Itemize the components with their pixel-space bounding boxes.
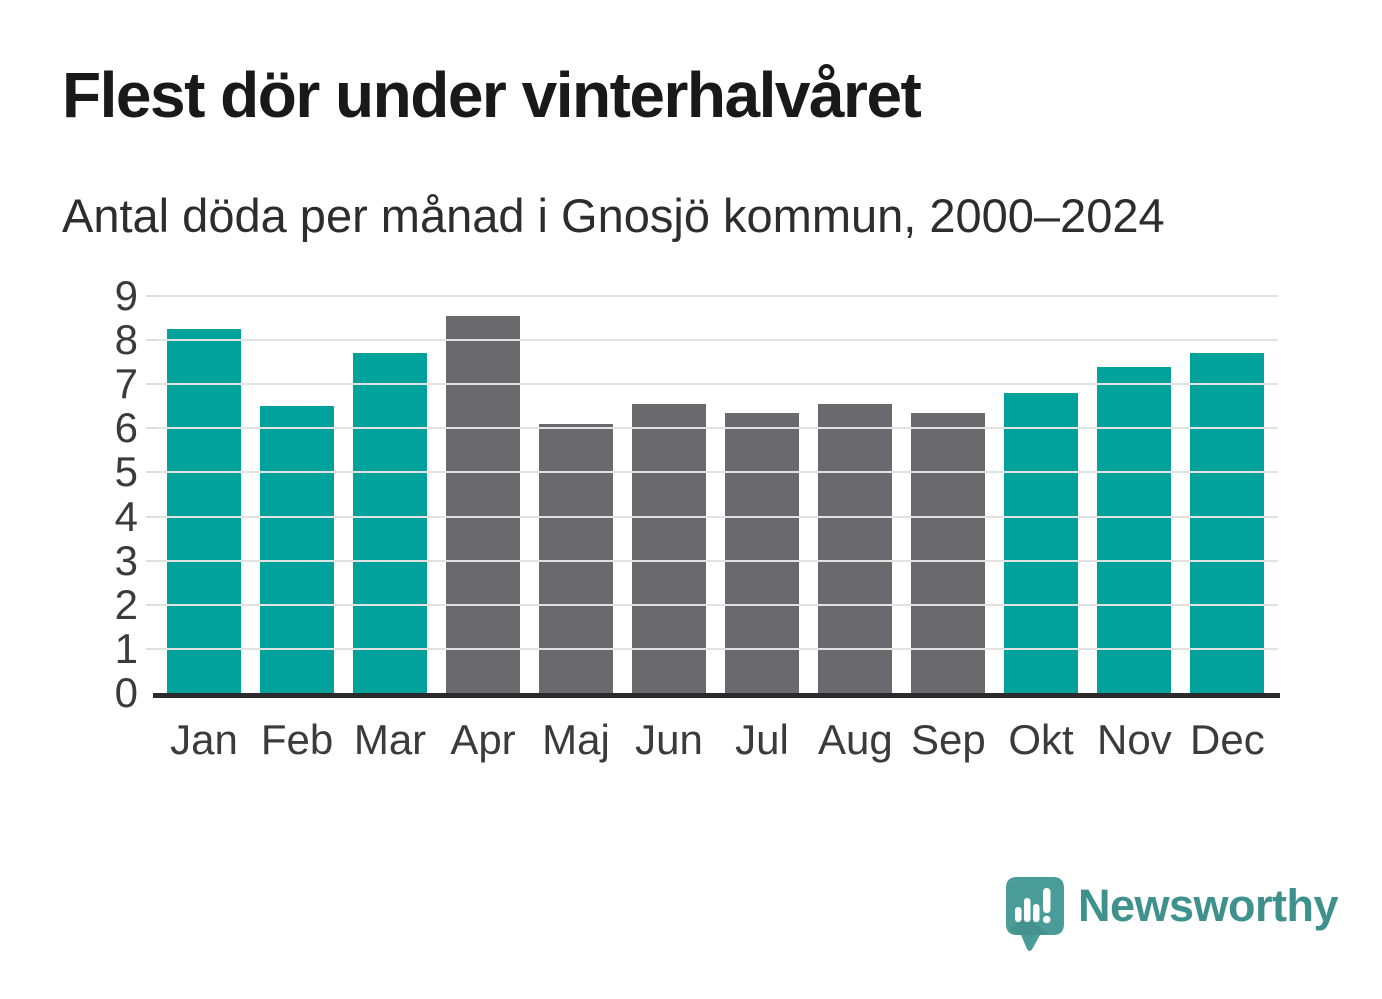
gridline	[155, 471, 1278, 474]
x-axis: Jan Feb Mar Apr Maj Jun Jul Aug Sep Okt Nov Dec	[155, 716, 1278, 764]
x-tick-label: Jul	[735, 716, 789, 763]
y-tick-label: 6	[114, 404, 138, 452]
brand-logo: Newsworthy	[1006, 877, 1339, 955]
y-axis-tick	[146, 339, 155, 342]
bar-dec	[1190, 353, 1264, 693]
bar-slot	[725, 296, 799, 693]
x-tick-label: Maj	[542, 716, 610, 763]
y-axis-tick	[146, 427, 155, 430]
x-tick-label: Nov	[1097, 716, 1172, 763]
bar-slot	[353, 296, 427, 693]
x-tick-label: Jan	[170, 716, 238, 763]
gridline	[155, 383, 1278, 386]
y-axis-tick	[146, 471, 155, 474]
y-tick-label: 7	[114, 360, 138, 408]
y-axis-tick	[146, 515, 155, 518]
chart-title: Flest dör under vinterhalvåret	[62, 59, 922, 131]
y-tick-label: 2	[114, 580, 138, 628]
x-tick-label: Okt	[1008, 716, 1074, 763]
y-tick-label: 5	[114, 448, 138, 496]
bar-slot	[539, 296, 613, 693]
bar-jun	[632, 404, 706, 693]
x-tick-label: Dec	[1190, 716, 1265, 763]
bar-jul	[725, 412, 799, 693]
gridline	[155, 295, 1278, 297]
bars-row	[155, 296, 1278, 693]
bar-maj	[539, 423, 613, 693]
bar-feb	[260, 406, 334, 693]
x-tick-label: Jun	[635, 716, 703, 763]
y-axis-tick	[146, 559, 155, 562]
bar-slot	[260, 296, 334, 693]
x-tick-label: Mar	[353, 716, 427, 763]
bar-apr	[446, 315, 520, 693]
bar-mar	[353, 353, 427, 693]
x-tick-label: Feb	[260, 716, 334, 763]
y-tick-label: 4	[114, 492, 138, 540]
x-tick-label: Apr	[450, 716, 516, 763]
x-tick-label: Aug	[818, 716, 893, 763]
x-tick-label: Sep	[911, 716, 986, 763]
y-axis-tick	[146, 647, 155, 650]
y-tick-label: 8	[114, 316, 138, 364]
chart-subtitle: Antal döda per månad i Gnosjö kommun, 20…	[62, 189, 1165, 242]
bar-aug	[818, 404, 892, 693]
y-tick-label: 0	[114, 669, 138, 716]
gridline	[155, 647, 1278, 650]
y-axis-tick	[146, 383, 155, 386]
gridline	[155, 515, 1278, 518]
bar-sep	[911, 412, 985, 693]
bar-slot	[632, 296, 706, 693]
bar-nov	[1097, 366, 1171, 693]
gridline	[155, 339, 1278, 342]
bar-jan	[167, 329, 241, 693]
y-axis-tick	[146, 295, 155, 297]
bar-slot	[167, 296, 241, 693]
y-tick-label: 1	[114, 624, 138, 672]
bar-slot	[446, 296, 520, 693]
bar-okt	[1004, 393, 1078, 693]
y-tick-label: 9	[114, 272, 138, 319]
plot-area	[146, 295, 1278, 693]
gridline	[155, 603, 1278, 606]
gridline	[155, 559, 1278, 562]
bar-slot	[1004, 296, 1078, 693]
bar-slot	[1097, 296, 1171, 693]
y-tick-label: 3	[114, 536, 138, 584]
y-axis-tick	[146, 603, 155, 606]
bar-slot	[1190, 296, 1264, 693]
bar-slot	[911, 296, 985, 693]
newsworthy-speech-bubble-bar-chart-icon	[1006, 877, 1064, 951]
brand-name: Newsworthy	[1078, 880, 1339, 931]
bar-slot	[818, 296, 892, 693]
x-axis-line	[153, 693, 1280, 698]
gridline	[155, 427, 1278, 430]
